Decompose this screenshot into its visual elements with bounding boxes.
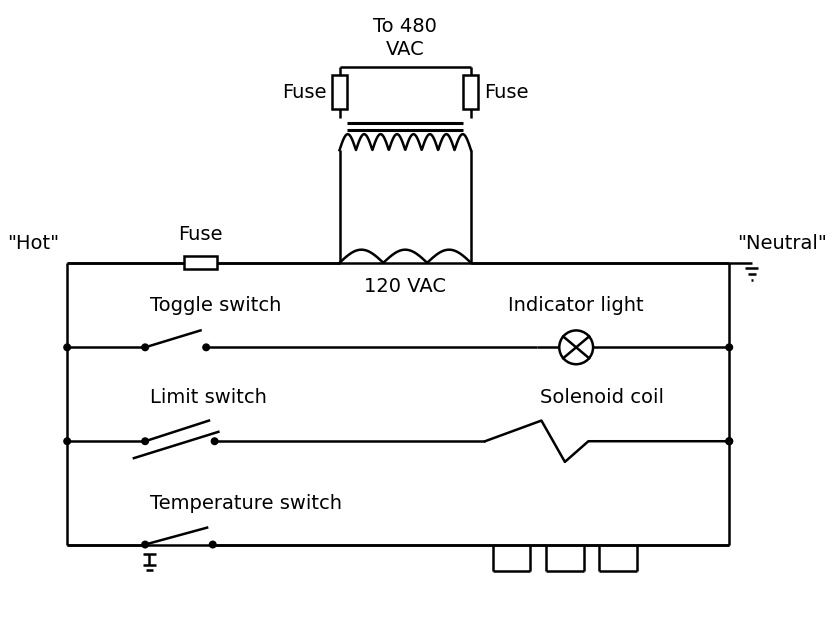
Circle shape xyxy=(209,541,216,548)
Text: Limit switch: Limit switch xyxy=(150,388,267,408)
Text: 120 VAC: 120 VAC xyxy=(364,277,446,296)
Circle shape xyxy=(64,344,71,351)
Text: Fuse: Fuse xyxy=(484,83,529,102)
Circle shape xyxy=(64,438,71,445)
Bar xyxy=(183,256,218,269)
Circle shape xyxy=(211,438,218,445)
Text: "Neutral": "Neutral" xyxy=(736,234,826,253)
Text: Temperature switch: Temperature switch xyxy=(150,493,342,513)
Circle shape xyxy=(142,541,148,548)
Text: Indicator light: Indicator light xyxy=(509,296,644,316)
Circle shape xyxy=(726,438,732,445)
Text: Solenoid coil: Solenoid coil xyxy=(540,388,665,408)
Circle shape xyxy=(142,344,148,351)
Text: To 480
VAC: To 480 VAC xyxy=(374,17,437,59)
Text: Fuse: Fuse xyxy=(282,83,326,102)
Bar xyxy=(332,76,347,109)
Circle shape xyxy=(203,344,209,351)
Circle shape xyxy=(726,438,732,445)
Text: Fuse: Fuse xyxy=(178,225,223,244)
Circle shape xyxy=(726,344,732,351)
Text: "Hot": "Hot" xyxy=(8,234,60,253)
Text: Toggle switch: Toggle switch xyxy=(150,296,281,316)
Bar xyxy=(464,76,479,109)
Circle shape xyxy=(142,438,148,445)
